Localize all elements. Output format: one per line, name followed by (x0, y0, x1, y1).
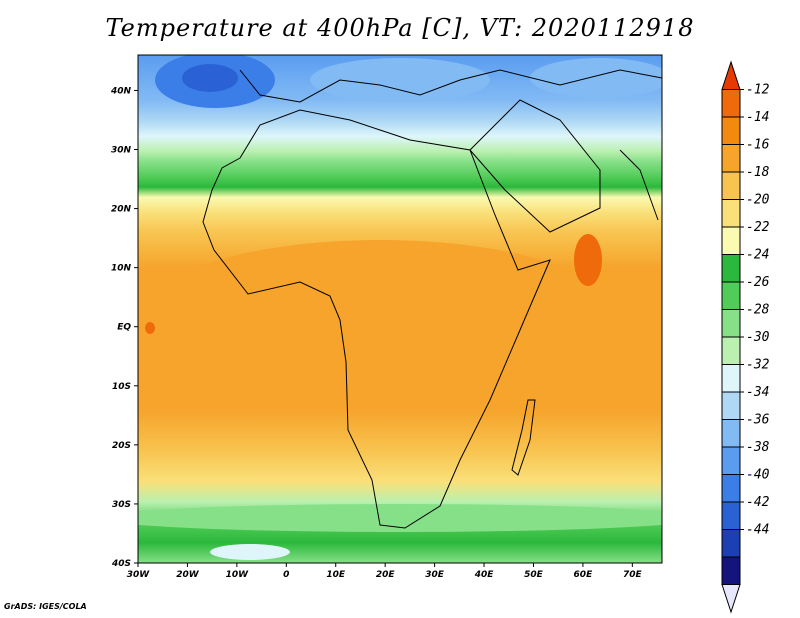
colorbar-label: -20 (746, 193, 770, 208)
colorbar-swatch (721, 501, 741, 530)
colorbar-label: -18 (746, 165, 770, 180)
lat-tick-label: EQ (117, 323, 131, 333)
colorbar-label: -12 (746, 83, 770, 98)
india-coastline (619, 149, 659, 221)
colorbar-swatch (721, 89, 741, 118)
arabia-coastline (469, 99, 601, 233)
colorbar-swatch (721, 556, 741, 585)
madagascar-coastline (511, 399, 536, 476)
colorbar-swatch (721, 419, 741, 448)
colorbar-swatch (721, 309, 741, 338)
lon-tick-label: 20E (376, 570, 396, 580)
colorbar-swatch (721, 254, 741, 283)
colorbar-swatch (721, 474, 741, 503)
lon-tick-label: 70E (623, 570, 643, 580)
map-title: Temperature at 400hPa [C], VT: 202011291… (105, 14, 695, 42)
latitude-axis: 40N 30N 20N 10N EQ 10S 20S 30S 40S (110, 86, 138, 569)
cold-patch-mediterranean (310, 58, 490, 102)
lon-tick-label: 30W (127, 570, 151, 580)
colorbar-label: -24 (746, 248, 769, 263)
colorbar-swatch (721, 364, 741, 393)
lon-tick-label: 10W (226, 570, 250, 580)
colorbar-swatch (721, 199, 741, 228)
lat-tick-label: 10N (111, 264, 132, 274)
colorbar-swatch (721, 529, 741, 558)
colorbar-swatch (721, 116, 741, 145)
colorbar-label: -32 (746, 358, 770, 373)
lat-tick-label: 20S (112, 441, 131, 451)
cold-core-north-inner (182, 64, 238, 92)
colorbar-swatch (721, 171, 741, 200)
colorbar-label: -42 (746, 495, 770, 510)
lat-tick-label: 30S (112, 500, 131, 510)
colorbar-label: -26 (746, 275, 770, 290)
cold-patch-east (530, 58, 662, 98)
warm-patch-equator-west (145, 322, 155, 334)
colorbar-swatch (721, 336, 741, 365)
lon-tick-label: 60E (574, 570, 594, 580)
colorbar-label: -34 (746, 385, 769, 400)
plot-frame (137, 54, 663, 564)
warm-core-indian-ocean (574, 234, 602, 286)
lon-tick-label: 20W (176, 570, 200, 580)
colorbar: -12 -14 -16 -18 -20 -22 -24 -26 -28 -30 -32 -34 -36 -… (721, 60, 770, 614)
temperature-field (138, 55, 662, 563)
lat-tick-label: 40S (111, 559, 131, 569)
longitude-axis: 30W 20W 10W 0 10E 20E 30E 40E 50E 60E 70E (127, 563, 643, 580)
colorbar-bottom-arrow (721, 584, 741, 614)
colorbar-top-arrow (721, 60, 741, 90)
lat-tick-label: 40N (110, 86, 132, 96)
cool-band-south (138, 504, 662, 532)
lon-tick-label: 30E (425, 570, 445, 580)
lat-tick-label: 10S (112, 382, 131, 392)
coastlines (202, 69, 663, 529)
colorbar-label: -36 (746, 413, 770, 428)
lon-tick-label: 0 (283, 570, 289, 580)
colorbar-swatch (721, 446, 741, 475)
warm-patch-tropics (150, 240, 610, 380)
credit-text: GrADS: IGES/COLA (4, 602, 87, 611)
africa-coastline (202, 109, 551, 529)
colorbar-label: -38 (746, 440, 770, 455)
colorbar-label: -40 (746, 468, 770, 483)
colorbar-swatch (721, 391, 741, 420)
cool-patch-southwest (210, 544, 290, 560)
lon-tick-label: 10E (326, 570, 346, 580)
colorbar-label: -28 (746, 303, 770, 318)
colorbar-label: -44 (746, 523, 769, 538)
colorbar-label: -14 (746, 110, 769, 125)
colorbar-label: -22 (746, 220, 770, 235)
colorbar-swatch (721, 281, 741, 310)
colorbar-swatch (721, 144, 741, 173)
colorbar-label: -30 (746, 330, 770, 345)
colorbar-swatch (721, 226, 741, 255)
lon-tick-label: 50E (524, 570, 544, 580)
lat-tick-label: 20N (111, 205, 132, 215)
europe-coastline (239, 69, 663, 103)
colorbar-label: -16 (746, 138, 770, 153)
lon-tick-label: 40E (474, 570, 495, 580)
lat-tick-label: 30N (111, 146, 132, 156)
